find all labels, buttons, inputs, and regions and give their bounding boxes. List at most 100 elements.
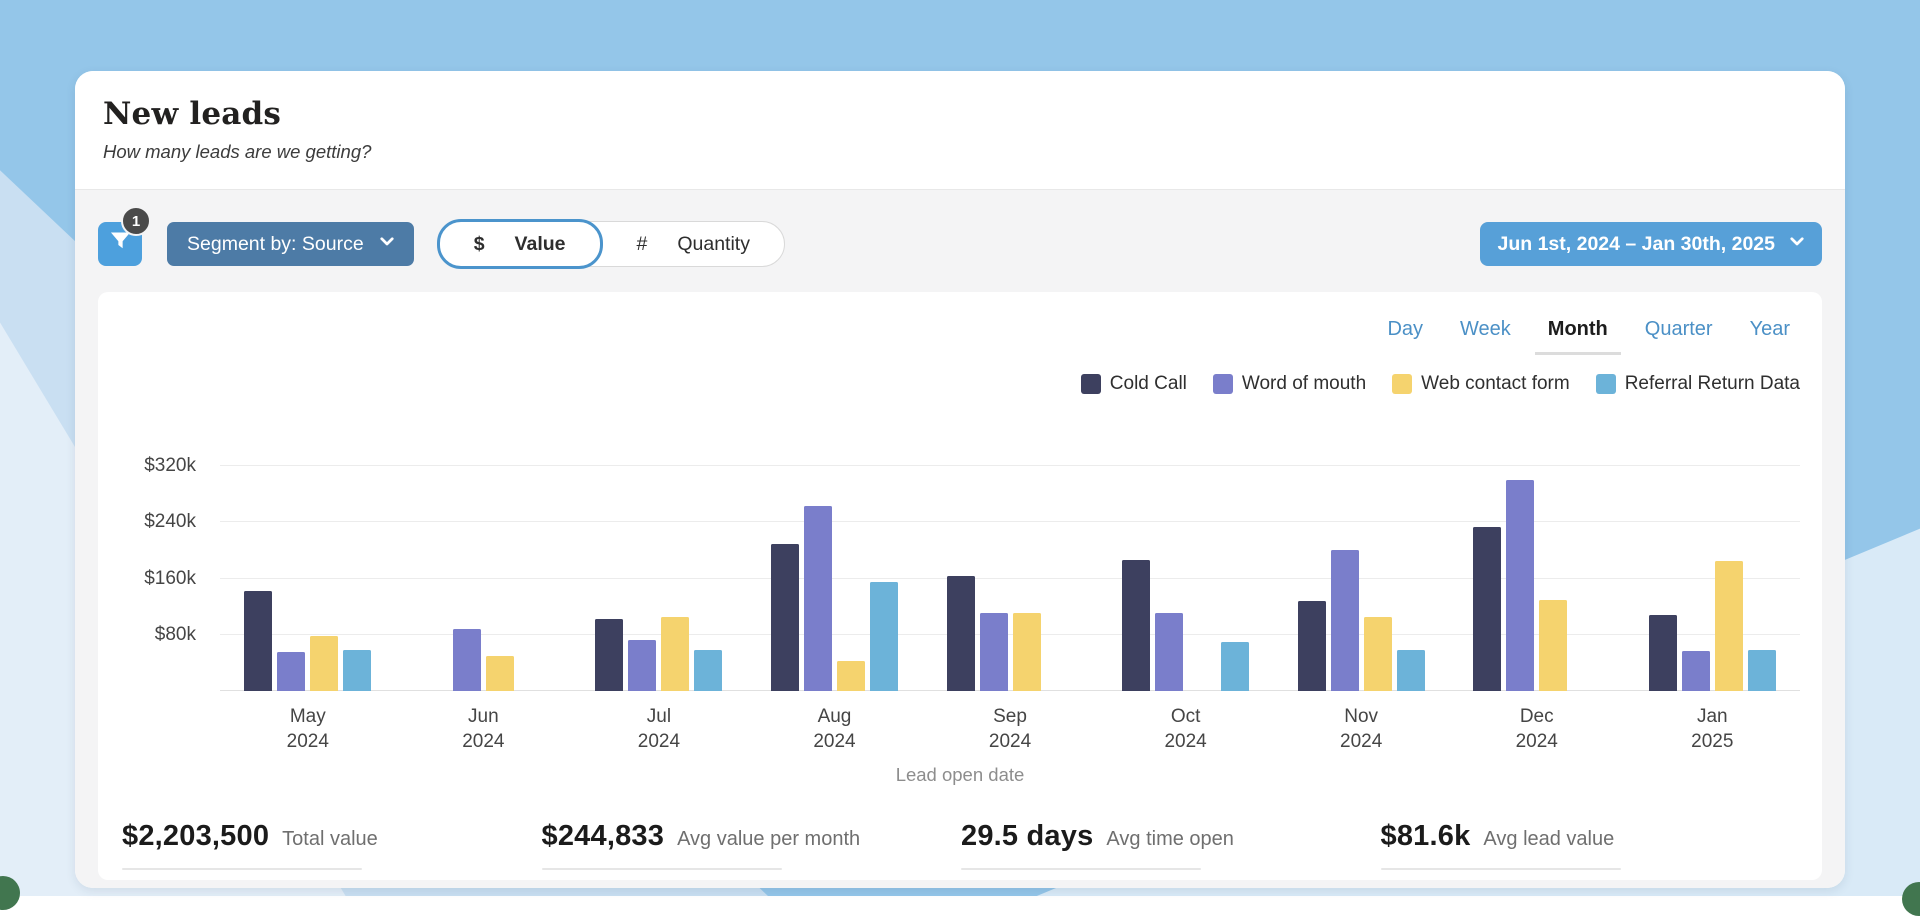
plot-area: $320k$240k$160k$80k: [220, 441, 1800, 691]
date-range-label: Jun 1st, 2024 – Jan 30th, 2025: [1498, 233, 1776, 256]
bar-group-nov-2024: [1273, 441, 1449, 691]
bar-referral-return-data-nov-2024[interactable]: [1397, 650, 1425, 691]
page-title: New leads: [103, 96, 1817, 132]
bar-cold-call-sep-2024[interactable]: [947, 576, 975, 691]
toolbar: 1 Segment by: Source $ Value # Quantity: [75, 190, 1845, 292]
chart-panel: Day Week Month Quarter Year Cold Call Word of…: [98, 292, 1822, 880]
bar-group-aug-2024: [747, 441, 923, 691]
y-axis-tick-label: $320k: [120, 455, 196, 477]
report-header: New leads How many leads are we getting?: [75, 71, 1845, 190]
toggle-option-quantity[interactable]: # Quantity: [603, 221, 784, 267]
legend-swatch-word-of-mouth: [1213, 374, 1233, 394]
bar-cold-call-may-2024[interactable]: [244, 591, 272, 691]
stat-underline: [961, 868, 1201, 870]
stat-label: Avg time open: [1106, 828, 1234, 851]
chevron-down-icon: [378, 232, 396, 256]
legend-label: Referral Return Data: [1625, 373, 1800, 395]
stat-underline: [542, 868, 782, 870]
tab-day[interactable]: Day: [1387, 318, 1423, 347]
bar-word-of-mouth-dec-2024[interactable]: [1506, 480, 1534, 691]
chart-legend: Cold Call Word of mouth Web contact form Re…: [120, 373, 1800, 395]
tab-year[interactable]: Year: [1750, 318, 1790, 347]
y-axis-tick-label: $240k: [120, 511, 196, 533]
bar-chart: $320k$240k$160k$80k: [120, 441, 1800, 691]
bar-word-of-mouth-jan-2025[interactable]: [1682, 651, 1710, 691]
tab-quarter[interactable]: Quarter: [1645, 318, 1713, 347]
tab-month[interactable]: Month: [1548, 318, 1608, 347]
bar-word-of-mouth-may-2024[interactable]: [277, 652, 305, 691]
bar-word-of-mouth-sep-2024[interactable]: [980, 613, 1008, 691]
bar-word-of-mouth-nov-2024[interactable]: [1331, 550, 1359, 691]
legend-label: Word of mouth: [1242, 373, 1366, 395]
bar-referral-return-data-oct-2024[interactable]: [1221, 642, 1249, 691]
value-quantity-toggle: $ Value # Quantity: [439, 221, 785, 267]
bar-word-of-mouth-jun-2024[interactable]: [453, 629, 481, 691]
bar-group-jan-2025: [1625, 441, 1801, 691]
bar-cold-call-jan-2025[interactable]: [1649, 615, 1677, 691]
bar-word-of-mouth-aug-2024[interactable]: [804, 506, 832, 691]
legend-item-web-contact-form[interactable]: Web contact form: [1392, 373, 1570, 395]
page-subtitle: How many leads are we getting?: [103, 141, 1817, 163]
legend-swatch-web-contact-form: [1392, 374, 1412, 394]
stat-value: $2,203,500: [122, 820, 269, 853]
tab-week[interactable]: Week: [1460, 318, 1511, 347]
segment-by-button[interactable]: Segment by: Source: [167, 222, 414, 266]
legend-label: Web contact form: [1421, 373, 1570, 395]
bar-web-contact-form-jan-2025[interactable]: [1715, 561, 1743, 691]
stat-underline: [1381, 868, 1621, 870]
legend-swatch-cold-call: [1081, 374, 1101, 394]
bar-web-contact-form-jun-2024[interactable]: [486, 656, 514, 691]
stat-avg-time-open: 29.5 days Avg time open: [961, 820, 1381, 870]
bar-web-contact-form-jul-2024[interactable]: [661, 617, 689, 691]
stat-label: Avg lead value: [1483, 828, 1614, 851]
bar-cold-call-oct-2024[interactable]: [1122, 560, 1150, 691]
bar-group-sep-2024: [922, 441, 1098, 691]
y-axis-tick-label: $80k: [120, 624, 196, 646]
date-range-button[interactable]: Jun 1st, 2024 – Jan 30th, 2025: [1480, 222, 1823, 266]
bar-web-contact-form-dec-2024[interactable]: [1539, 600, 1567, 691]
stat-avg-value-per-month: $244,833 Avg value per month: [542, 820, 962, 870]
legend-item-referral-return-data[interactable]: Referral Return Data: [1596, 373, 1800, 395]
bar-cold-call-dec-2024[interactable]: [1473, 527, 1501, 691]
segment-by-label: Segment by: Source: [187, 233, 364, 256]
filter-count-badge: 1: [121, 206, 151, 236]
bar-web-contact-form-sep-2024[interactable]: [1013, 613, 1041, 691]
stat-value: $81.6k: [1381, 820, 1471, 853]
stat-label: Avg value per month: [677, 828, 860, 851]
bar-group-may-2024: [220, 441, 396, 691]
bar-cold-call-aug-2024[interactable]: [771, 544, 799, 691]
bars-layer: [220, 441, 1800, 691]
bar-web-contact-form-nov-2024[interactable]: [1364, 617, 1392, 691]
stat-value: 29.5 days: [961, 820, 1093, 853]
bar-cold-call-jul-2024[interactable]: [595, 619, 623, 691]
bar-referral-return-data-may-2024[interactable]: [343, 650, 371, 691]
stat-value: $244,833: [542, 820, 665, 853]
toggle-option-value[interactable]: $ Value: [437, 219, 603, 269]
bar-word-of-mouth-oct-2024[interactable]: [1155, 613, 1183, 691]
bar-word-of-mouth-jul-2024[interactable]: [628, 640, 656, 691]
x-axis-title: Lead open date: [120, 764, 1800, 786]
bar-group-dec-2024: [1449, 441, 1625, 691]
bar-cold-call-nov-2024[interactable]: [1298, 601, 1326, 691]
bar-web-contact-form-may-2024[interactable]: [310, 636, 338, 692]
bar-web-contact-form-aug-2024[interactable]: [837, 661, 865, 691]
legend-label: Cold Call: [1110, 373, 1187, 395]
legend-item-word-of-mouth[interactable]: Word of mouth: [1213, 373, 1366, 395]
report-card: New leads How many leads are we getting?…: [75, 71, 1845, 888]
legend-item-cold-call[interactable]: Cold Call: [1081, 373, 1187, 395]
bar-referral-return-data-aug-2024[interactable]: [870, 582, 898, 691]
granularity-tabs: Day Week Month Quarter Year: [120, 318, 1800, 347]
bar-referral-return-data-jan-2025[interactable]: [1748, 650, 1776, 691]
bar-referral-return-data-jul-2024[interactable]: [694, 650, 722, 691]
